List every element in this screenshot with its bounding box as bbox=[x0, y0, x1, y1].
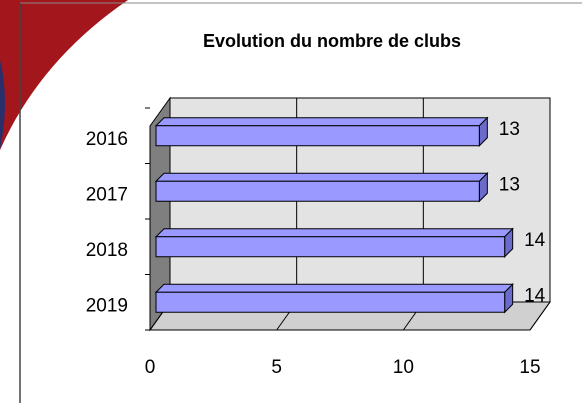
y-tick-label: 2016 bbox=[86, 129, 128, 150]
bar-front bbox=[155, 125, 480, 147]
bar-top bbox=[154, 283, 514, 293]
data-label: 13 bbox=[499, 119, 520, 140]
grid-line bbox=[529, 301, 551, 331]
data-label: 13 bbox=[499, 174, 520, 195]
decoration bbox=[0, 0, 128, 150]
bar bbox=[154, 283, 514, 314]
bar-top bbox=[154, 228, 514, 238]
y-tick-label: 2018 bbox=[86, 240, 128, 261]
bar bbox=[154, 116, 489, 147]
x-tick-label: 15 bbox=[519, 357, 540, 378]
x-tick-label: 0 bbox=[145, 357, 156, 378]
y-tick-label: 2017 bbox=[86, 184, 128, 205]
bar-top bbox=[154, 117, 489, 127]
bar-top bbox=[154, 172, 489, 182]
bar bbox=[154, 227, 514, 258]
chart-title: Evolution du nombre de clubs bbox=[203, 31, 461, 51]
bar-front bbox=[155, 180, 480, 202]
bar bbox=[154, 172, 489, 203]
x-tick-label: 5 bbox=[271, 357, 282, 378]
decoration bbox=[0, 60, 5, 150]
y-tick-label: 2019 bbox=[86, 295, 128, 316]
bar-front bbox=[155, 236, 506, 258]
data-label: 14 bbox=[524, 285, 546, 306]
x-tick-label: 10 bbox=[393, 357, 414, 378]
data-label: 14 bbox=[524, 230, 546, 251]
bar-front bbox=[155, 291, 506, 313]
